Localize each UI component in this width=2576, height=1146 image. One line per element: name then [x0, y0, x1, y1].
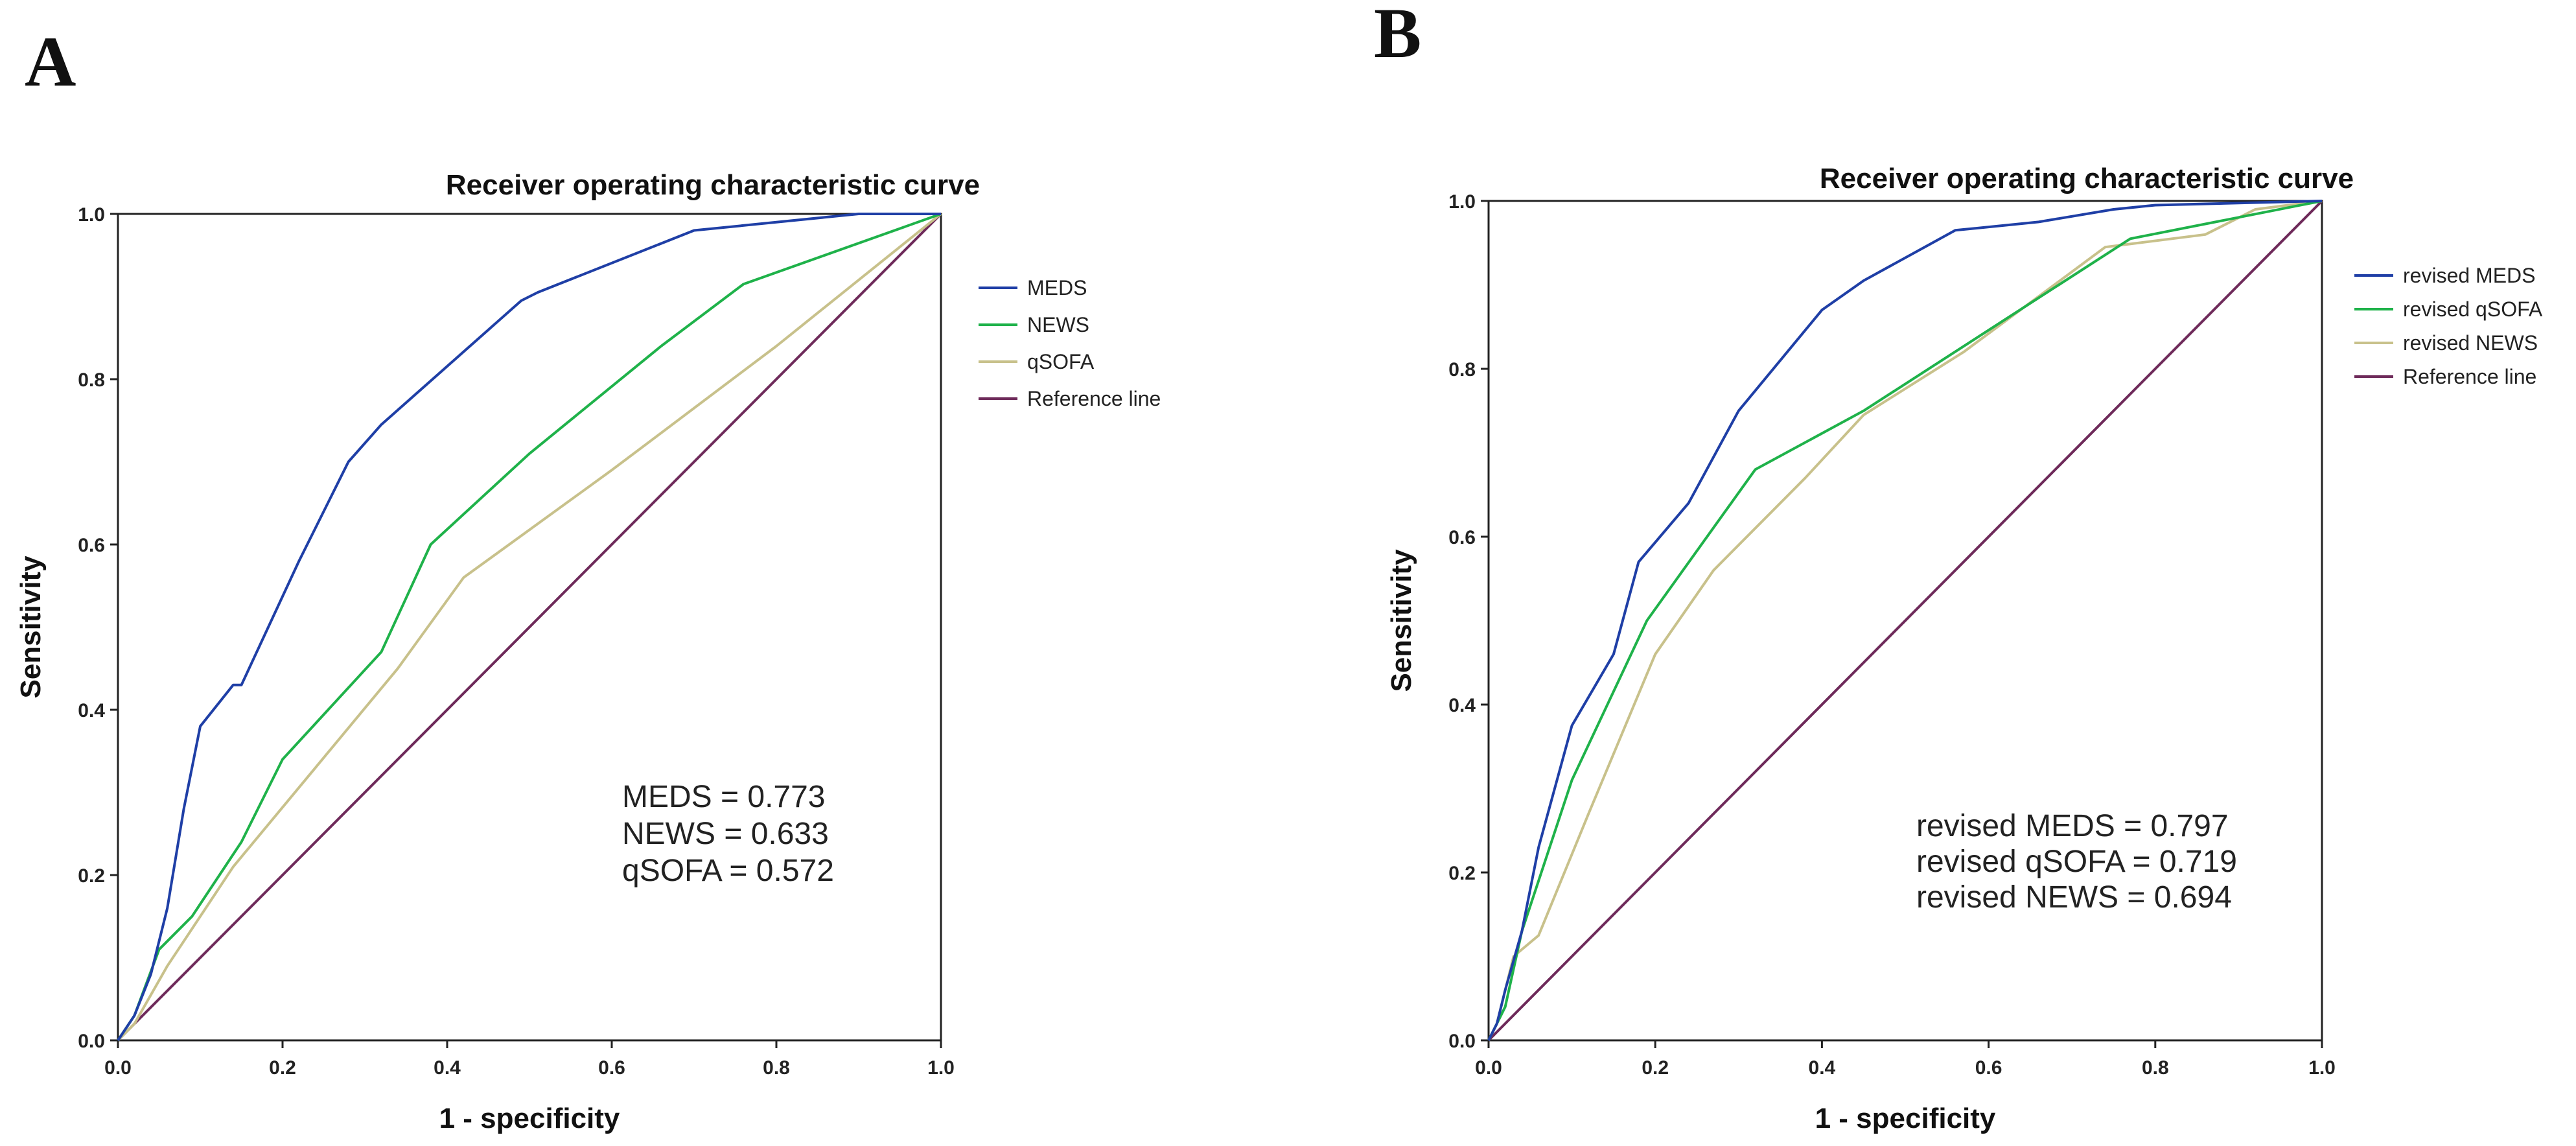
- series-line-meds: [117, 213, 941, 1042]
- series-line-revised-meds: [1487, 200, 2323, 1041]
- y-tick-label: 1.0: [78, 204, 105, 226]
- auc-annotation: qSOFA = 0.572: [622, 854, 834, 888]
- x-tick-label: 0.2: [269, 1057, 296, 1079]
- y-tick-label: 0.0: [78, 1031, 105, 1052]
- x-tick-label: 0.0: [104, 1057, 132, 1079]
- x-tick-label: 0.2: [1642, 1057, 1669, 1079]
- auc-annotation: revised NEWS = 0.694: [1916, 880, 2232, 915]
- y-axis-label: Sensitivity: [15, 555, 47, 699]
- legend-label: Reference line: [2403, 365, 2536, 388]
- y-tick-label: 0.0: [1448, 1031, 1476, 1052]
- panel-b: B Receiver operating characteristic curve…: [1374, 0, 2543, 1134]
- x-tick-label: 1.0: [927, 1057, 955, 1079]
- auc-annotation: NEWS = 0.633: [622, 817, 829, 851]
- x-tick-label: 0.6: [1975, 1057, 2002, 1079]
- series-line-qsofa: [117, 213, 942, 1042]
- x-tick-label: 0.4: [434, 1057, 461, 1079]
- x-tick-label: 0.8: [2142, 1057, 2169, 1079]
- legend-label: revised NEWS: [2403, 331, 2538, 355]
- chart-title: Receiver operating characteristic curve: [1820, 163, 2354, 194]
- x-tick-label: 0.4: [1809, 1057, 1836, 1079]
- y-tick-label: 0.8: [78, 369, 105, 391]
- plot-frame: [117, 213, 942, 1042]
- y-tick-label: 0.8: [1448, 359, 1476, 380]
- x-axis-label: 1 - specificity: [439, 1103, 620, 1134]
- x-tick-label: 1.0: [2308, 1057, 2336, 1079]
- x-tick-label: 0.0: [1475, 1057, 1502, 1079]
- x-axis-label: 1 - specificity: [1815, 1103, 1996, 1134]
- panel-letter: A: [25, 22, 76, 101]
- legend-label: MEDS: [1027, 276, 1087, 299]
- y-tick-label: 0.6: [1448, 527, 1476, 548]
- auc-annotation: revised MEDS = 0.797: [1916, 809, 2229, 843]
- legend-label: qSOFA: [1027, 350, 1095, 373]
- y-tick-label: 0.2: [1448, 863, 1476, 884]
- legend-label: NEWS: [1027, 313, 1089, 336]
- auc-annotation: MEDS = 0.773: [622, 780, 826, 814]
- y-axis-label: Sensitivity: [1386, 549, 1417, 692]
- y-tick-label: 0.4: [1448, 695, 1476, 716]
- series-line-revised-qsofa: [1487, 200, 2323, 1041]
- legend-label: revised qSOFA: [2403, 298, 2543, 321]
- series-line-reference-line: [1487, 200, 2323, 1042]
- y-tick-label: 0.6: [78, 535, 105, 556]
- legend-label: Reference line: [1027, 387, 1161, 410]
- y-tick-label: 0.4: [78, 700, 105, 721]
- series-line-reference-line: [117, 213, 942, 1042]
- y-tick-label: 1.0: [1448, 191, 1476, 213]
- x-tick-label: 0.6: [598, 1057, 625, 1079]
- chart-title: Receiver operating characteristic curve: [446, 169, 980, 201]
- legend-label: revised MEDS: [2403, 264, 2536, 287]
- y-tick-label: 0.2: [78, 865, 105, 887]
- plot-frame: [1487, 200, 2323, 1042]
- panel-letter: B: [1374, 0, 1421, 73]
- auc-annotation: revised qSOFA = 0.719: [1916, 845, 2237, 879]
- panel-a: A Receiver operating characteristic curve…: [15, 22, 1161, 1134]
- x-tick-label: 0.8: [763, 1057, 790, 1079]
